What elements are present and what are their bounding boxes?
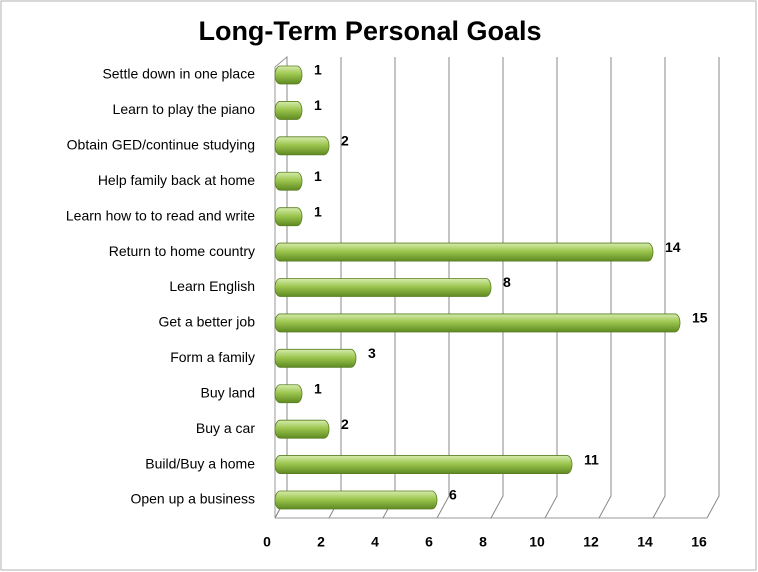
y-tick-label: Get a better job [158,314,255,330]
x-tick-label: 14 [637,534,653,550]
bar [274,136,330,156]
y-tick-label: Open up a business [130,491,255,507]
x-tick-label: 4 [371,534,379,550]
data-label: 1 [314,203,322,219]
grid-line [706,57,720,519]
bar [274,171,303,191]
x-tick-label: 8 [479,534,487,550]
x-tick-label: 10 [529,534,545,550]
data-label: 1 [314,168,322,184]
grid-line [598,57,612,519]
data-label: 3 [368,345,376,361]
y-tick-label: Settle down in one place [102,66,255,82]
data-label: 1 [314,62,322,78]
bar [274,242,654,262]
grid-line [490,57,504,519]
data-label: 1 [314,380,322,396]
x-tick-label: 12 [583,534,599,550]
data-label: 1 [314,97,322,113]
data-label: 2 [341,416,349,432]
x-tick-label: 6 [425,534,433,550]
y-tick-label: Buy land [201,384,255,400]
data-label: 14 [665,239,681,255]
data-label: 2 [341,133,349,149]
x-tick-label: 2 [317,534,325,550]
y-tick-label: Buy a car [196,420,255,436]
data-label: 6 [449,487,457,503]
bar [274,65,303,85]
x-tick-label: 16 [691,534,707,550]
bar [274,278,492,297]
grid-line [652,57,666,519]
data-label: 11 [584,451,599,467]
bar [274,348,357,368]
y-tick-label: Help family back at home [98,172,255,188]
y-tick-label: Learn English [169,278,255,294]
bar [274,419,330,439]
y-tick-label: Learn how to to read and write [66,207,255,223]
bar [274,101,303,120]
grid-line [436,57,450,519]
bar [274,384,303,404]
data-label: 15 [692,310,708,326]
y-tick-label: Form a family [170,349,255,365]
bar [274,207,303,227]
y-tick-label: Build/Buy a home [145,455,255,471]
chart-title: Long-Term Personal Goals [198,16,541,46]
bar [274,455,573,474]
y-tick-label: Return to home country [109,243,255,259]
data-label: 8 [503,274,511,290]
x-tick-label: 0 [263,534,271,550]
y-tick-label: Obtain GED/continue studying [67,137,255,153]
bar [274,313,681,333]
bar [274,490,438,510]
grid-line [544,57,558,519]
y-tick-label: Learn to play the piano [113,101,256,117]
